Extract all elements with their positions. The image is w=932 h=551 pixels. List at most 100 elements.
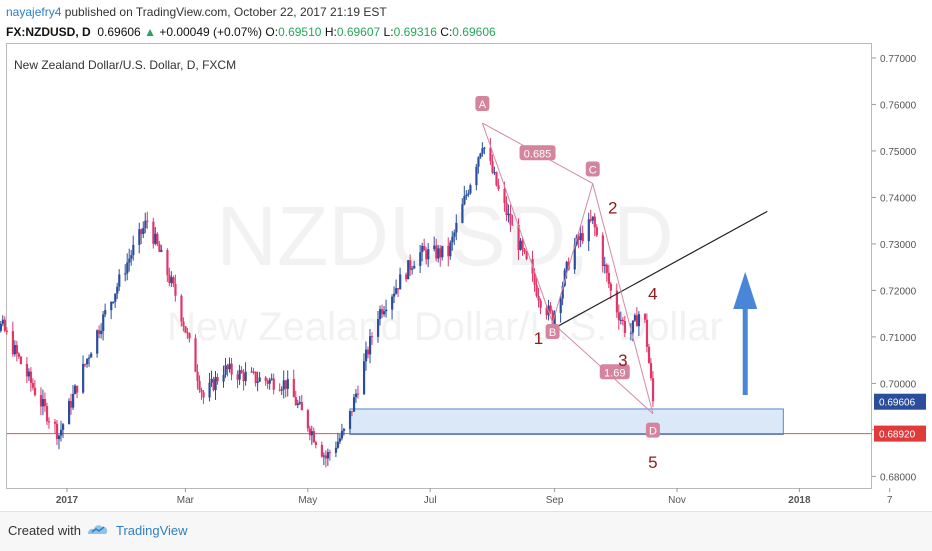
candle-body xyxy=(617,312,621,321)
candle-body xyxy=(631,320,635,333)
price-tag-label: 0.69606 xyxy=(879,398,916,409)
candle-body xyxy=(427,249,430,260)
point-a-label-box[interactable] xyxy=(475,96,490,112)
candle-body xyxy=(425,250,428,260)
candle-body xyxy=(3,319,6,331)
x-tick-label: Jul xyxy=(424,495,437,506)
candle-body xyxy=(505,202,508,216)
candle-body xyxy=(236,374,239,380)
wave-labels: 1 2 3 4 5 xyxy=(534,199,658,472)
candle-body xyxy=(579,233,582,241)
ticker-info: FX:NZDUSD, D 0.69606 ▲ +0.00049 (+0.07%)… xyxy=(6,25,496,39)
candle-body xyxy=(168,275,171,283)
candle-body xyxy=(112,301,115,303)
candle-body xyxy=(198,380,201,390)
point-c-label-box[interactable] xyxy=(585,161,600,177)
candle-body xyxy=(549,305,552,311)
candle-body xyxy=(180,295,183,322)
candle-body xyxy=(371,336,374,338)
y-tick-label: 0.75000 xyxy=(880,147,917,158)
trendline[interactable] xyxy=(548,210,768,332)
last-price: 0.69606 xyxy=(97,25,141,39)
candle-body xyxy=(533,273,536,285)
price-tag-label: 0.68920 xyxy=(879,430,916,441)
ratio-ac-label-box[interactable] xyxy=(519,145,556,161)
candle-body xyxy=(475,166,478,186)
candle-body xyxy=(310,431,314,436)
wave-label-1: 1 xyxy=(534,329,543,348)
wave-label-5: 5 xyxy=(648,453,657,472)
candle-body xyxy=(593,216,596,228)
x-tick-label: Mar xyxy=(177,495,195,506)
candle-body xyxy=(294,397,297,406)
ratio-ac-label: 0.685 xyxy=(524,148,552,160)
candle-body xyxy=(535,284,538,297)
harmonic-pattern[interactable]: A B C D 0.685 1.69 xyxy=(475,96,660,438)
candle-body xyxy=(244,371,247,382)
candle-body xyxy=(619,319,623,321)
candle-body xyxy=(298,402,301,404)
candle-body xyxy=(629,332,633,334)
candle-body xyxy=(563,270,566,286)
candle-body xyxy=(292,379,295,398)
candle-body xyxy=(98,330,101,334)
price-tag-box xyxy=(874,425,926,442)
candle-body xyxy=(252,371,255,373)
pattern-leg xyxy=(552,183,594,324)
candle-body xyxy=(210,378,213,383)
candle-body xyxy=(124,273,127,275)
y-tick-label: 0.77000 xyxy=(880,54,917,65)
candle-body xyxy=(559,298,562,313)
candle-body xyxy=(314,442,318,445)
candle-body xyxy=(29,371,33,383)
candle-body xyxy=(240,370,243,373)
candle-body xyxy=(391,296,394,310)
candle-body xyxy=(160,250,163,252)
candle-body xyxy=(537,296,540,301)
candle-body xyxy=(86,358,89,365)
candle-body xyxy=(324,455,328,459)
candle-body xyxy=(0,323,2,331)
candle-body xyxy=(102,314,105,331)
candle-body xyxy=(587,219,590,242)
point-d-label-box[interactable] xyxy=(645,422,660,438)
candle-body xyxy=(27,371,31,377)
candle-body xyxy=(238,370,241,380)
candle-body xyxy=(53,421,57,424)
candle-body xyxy=(13,345,17,355)
candle-body xyxy=(393,293,396,297)
low-label: L: xyxy=(383,25,394,39)
candle-body xyxy=(296,403,299,406)
candle-body xyxy=(366,349,370,355)
candle-body xyxy=(90,353,93,358)
candle-body xyxy=(312,431,316,443)
candle-body xyxy=(116,286,119,294)
candle-body xyxy=(348,411,352,429)
candle-body xyxy=(511,224,514,226)
point-b-label-box[interactable] xyxy=(545,323,560,339)
x-tick-label: 2018 xyxy=(788,495,811,506)
tradingview-brand[interactable]: TradingView xyxy=(116,523,188,538)
up-arrow-head[interactable] xyxy=(733,271,758,310)
candle-body xyxy=(334,447,338,453)
candle-body xyxy=(589,219,592,221)
candle-body xyxy=(286,379,289,389)
ratio-bd-label-box[interactable] xyxy=(599,364,630,380)
demand-zone[interactable] xyxy=(349,408,784,436)
candle-body xyxy=(68,400,71,425)
candle-body xyxy=(214,376,217,391)
close-label: C: xyxy=(440,25,453,39)
up-arrow[interactable] xyxy=(733,271,758,396)
candle-body xyxy=(200,389,203,393)
candle-body xyxy=(170,277,173,283)
candle-body xyxy=(342,428,346,431)
candle-body xyxy=(258,377,261,382)
candle-body xyxy=(226,365,229,370)
author-link[interactable]: nayajefry4 xyxy=(6,5,62,19)
candle-body xyxy=(166,250,169,276)
candle-body xyxy=(320,444,324,457)
x-axis: 2017 Mar May Jul Sep Nov 2018 7 xyxy=(56,488,893,506)
tradingview-logo-icon[interactable] xyxy=(86,521,110,537)
price-tag-box xyxy=(874,393,926,410)
